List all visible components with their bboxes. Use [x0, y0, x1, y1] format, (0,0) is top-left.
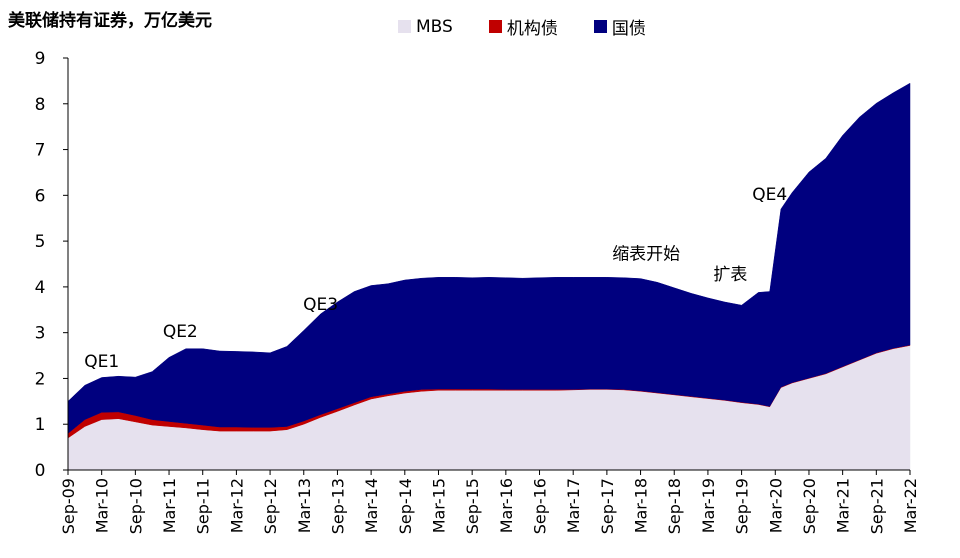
- annotation-label: QE1: [84, 352, 119, 372]
- legend-item-treasury: 国债: [593, 14, 646, 39]
- legend-item-mbs: MBS: [398, 17, 453, 37]
- y-tick-label: 6: [35, 186, 46, 206]
- x-tick-label: Sep-21: [867, 478, 886, 534]
- x-tick-label: Mar-20: [766, 478, 785, 533]
- x-tick-label: Sep-18: [665, 478, 684, 534]
- x-tick-label: Sep-14: [396, 478, 415, 534]
- legend: MBS 机构债 国债: [398, 14, 682, 39]
- x-tick-label: Sep-20: [800, 478, 819, 534]
- y-tick-label: 8: [35, 95, 46, 115]
- legend-item-agency: 机构债: [488, 14, 558, 39]
- annotation-label: 缩表开始: [612, 244, 680, 264]
- y-tick-label: 9: [35, 49, 46, 69]
- legend-label-mbs: MBS: [416, 16, 453, 37]
- annotation-label: QE2: [163, 322, 198, 342]
- x-tick-label: Mar-18: [632, 478, 651, 533]
- legend-label-treasury: 国债: [611, 19, 646, 39]
- x-tick-label: Mar-22: [901, 478, 920, 533]
- x-tick-label: Mar-12: [227, 478, 246, 533]
- legend-swatch-treasury: [593, 20, 607, 33]
- x-tick-label: Sep-15: [463, 478, 482, 534]
- y-tick-label: 1: [35, 415, 46, 435]
- x-tick-label: Sep-16: [531, 478, 550, 534]
- x-tick-label: Sep-09: [59, 478, 78, 534]
- series-area-2: [67, 82, 911, 434]
- annotation-label: QE4: [752, 185, 787, 205]
- x-tick-label: Mar-10: [93, 478, 112, 533]
- x-tick-label: Sep-10: [126, 478, 145, 534]
- x-tick-label: Mar-14: [362, 478, 381, 533]
- legend-label-agency: 机构债: [506, 19, 558, 39]
- legend-swatch-agency: [488, 20, 502, 33]
- x-tick-label: Sep-12: [261, 478, 280, 534]
- x-tick-label: Sep-13: [328, 478, 347, 534]
- legend-swatch-mbs: [398, 20, 411, 33]
- x-tick-label: Mar-11: [160, 478, 179, 533]
- annotation-label: 扩表: [713, 265, 747, 285]
- x-tick-label: Mar-13: [295, 478, 314, 533]
- y-tick-label: 3: [35, 324, 46, 344]
- y-tick-label: 4: [35, 278, 46, 298]
- y-tick-label: 2: [35, 369, 46, 389]
- x-tick-label: Sep-19: [733, 478, 752, 534]
- y-tick-label: 5: [35, 232, 46, 252]
- x-tick-label: Mar-17: [564, 478, 583, 533]
- axes-layer: 0 1 2 3 4 5 6 7 8 9 Sep-09 Mar-10 Sep-10 Mar-11 Sep-11…: [35, 49, 920, 534]
- area-layer: [67, 82, 911, 471]
- x-tick-label: Mar-15: [430, 478, 449, 533]
- x-tick-label: Sep-11: [194, 478, 213, 534]
- y-tick-label: 0: [35, 461, 46, 481]
- y-tick-label: 7: [35, 141, 46, 161]
- chart-title: 美联储持有证券，万亿美元: [8, 11, 212, 31]
- x-tick-label: Mar-19: [699, 478, 718, 533]
- x-tick-label: Mar-21: [834, 478, 853, 533]
- annotation-label: QE3: [303, 295, 338, 315]
- x-tick-label: Sep-17: [598, 478, 617, 534]
- x-tick-label: Mar-16: [497, 478, 516, 533]
